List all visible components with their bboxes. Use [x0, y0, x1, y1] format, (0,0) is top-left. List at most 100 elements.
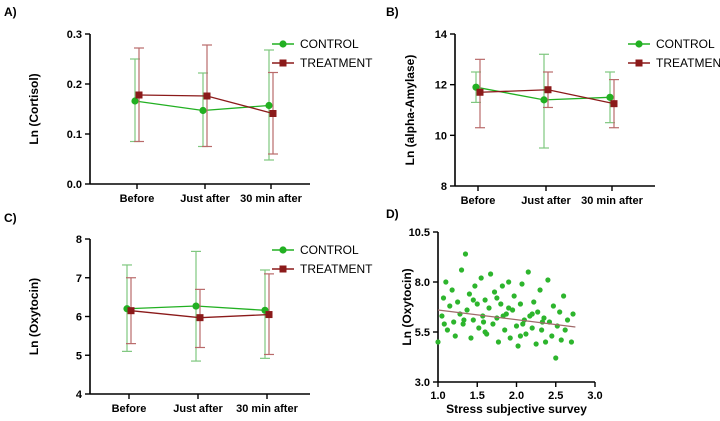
- scatter-point: [507, 335, 513, 341]
- scatter-point: [494, 295, 500, 301]
- scatter-point: [447, 303, 453, 309]
- legend-marker: [279, 59, 287, 67]
- scatter-point: [482, 297, 488, 303]
- x-tick-label: 30 min after: [581, 195, 643, 207]
- series-control: [130, 49, 274, 161]
- scatter-point: [474, 301, 480, 307]
- x-tick-label: 30 min after: [240, 193, 302, 205]
- data-point: [192, 302, 200, 310]
- scatter-point: [478, 275, 484, 281]
- panel-label: B): [386, 5, 399, 19]
- scatter-point: [470, 317, 476, 323]
- data-point: [131, 97, 139, 105]
- legend-label: CONTROL: [656, 37, 715, 51]
- scatter-point: [535, 309, 541, 315]
- scatter-point: [498, 301, 504, 307]
- scatter-point: [517, 301, 524, 307]
- legend: CONTROL TREATMENT: [272, 37, 373, 70]
- y-tick-label: 10.5: [409, 227, 430, 239]
- scatter-point: [520, 321, 526, 327]
- scatter-point: [435, 339, 441, 345]
- scatter-point: [550, 303, 556, 309]
- panel-label: C): [4, 211, 17, 225]
- scatter-point: [466, 291, 472, 297]
- y-tick-label: 4: [76, 389, 83, 401]
- y-tick-label: 12: [435, 80, 447, 92]
- scatter-point: [545, 277, 551, 283]
- y-tick-label: 5.5: [415, 327, 430, 339]
- chart-panel-d: D) 3.0 5.5 8.0 10.5 Ln (Oxytocin) 1.0 1.5 2.0 2.5…: [386, 207, 603, 416]
- scatter-point: [480, 319, 487, 325]
- scatter-point: [517, 333, 524, 339]
- x-axis-label: Stress subjective survey: [446, 402, 587, 416]
- scatter-point: [499, 283, 505, 289]
- legend-marker: [279, 40, 287, 48]
- scatter-point: [482, 329, 488, 335]
- scatter-point: [444, 327, 451, 333]
- scatter-point: [570, 311, 576, 317]
- scatter-point: [523, 331, 529, 337]
- x-tick-label: Just after: [180, 193, 230, 205]
- legend-marker: [635, 40, 643, 48]
- y-tick-label: 0.1: [67, 129, 82, 141]
- trend-line: [437, 309, 576, 328]
- data-point: [127, 307, 135, 315]
- y-tick-label: 10: [435, 130, 447, 142]
- scatter-point: [515, 343, 521, 349]
- scatter-point: [533, 341, 539, 347]
- scatter-point: [506, 305, 512, 311]
- scatter-point: [562, 327, 568, 333]
- x-tick-label: Before: [461, 195, 496, 207]
- scatter-point: [441, 321, 447, 327]
- data-point: [476, 88, 484, 96]
- scatter-point: [472, 283, 478, 289]
- scatter-point: [449, 287, 455, 293]
- scatter-point: [553, 355, 559, 361]
- y-tick-label: 6: [76, 312, 82, 324]
- y-axis-label: Ln (alpha-Amylase): [403, 55, 417, 166]
- x-tick-label: 1.0: [430, 390, 445, 402]
- x-tick-label: 1.5: [470, 390, 485, 402]
- y-tick-label: 0.0: [67, 179, 82, 191]
- data-point: [544, 86, 552, 94]
- scatter-point: [541, 315, 547, 321]
- y-tick-label: 8: [76, 234, 82, 246]
- scatter-point: [511, 293, 517, 299]
- scatter-point: [468, 335, 474, 341]
- scatter-point: [537, 287, 543, 293]
- scatter-point: [462, 251, 469, 257]
- x-tick-label: Just after: [173, 403, 223, 415]
- scatter-point: [470, 297, 476, 303]
- scatter-point: [495, 339, 502, 345]
- y-tick-label: 0.2: [67, 79, 82, 91]
- panel-label: D): [386, 207, 399, 221]
- scatter-point: [519, 281, 525, 287]
- data-point: [606, 93, 614, 101]
- scatter-point: [529, 311, 535, 317]
- series-treatment: [134, 44, 278, 155]
- scatter-point: [490, 321, 496, 327]
- scatter-point: [464, 307, 470, 313]
- data-point: [135, 91, 143, 99]
- scatter-point: [461, 317, 467, 323]
- scatter-point: [476, 325, 482, 331]
- y-tick-label: 8.0: [415, 277, 430, 289]
- scatter-point: [509, 307, 516, 313]
- scatter-point: [506, 279, 512, 285]
- scatter-point: [458, 267, 465, 273]
- legend-label: CONTROL: [300, 37, 359, 51]
- panel-label: A): [4, 5, 17, 19]
- y-tick-label: 3.0: [415, 377, 430, 389]
- x-tick-label: 3.0: [587, 390, 602, 402]
- x-tick-label: Before: [120, 193, 155, 205]
- data-point: [196, 314, 204, 322]
- scatter-point: [529, 325, 535, 331]
- y-axis-label: Ln (Cortisol): [27, 73, 41, 144]
- y-tick-label: 0.3: [67, 29, 82, 41]
- scatter-point: [502, 327, 508, 333]
- y-tick-label: 5: [76, 350, 82, 362]
- scatter-point: [439, 313, 445, 319]
- scatter-point: [542, 339, 549, 345]
- series-control: [471, 53, 615, 149]
